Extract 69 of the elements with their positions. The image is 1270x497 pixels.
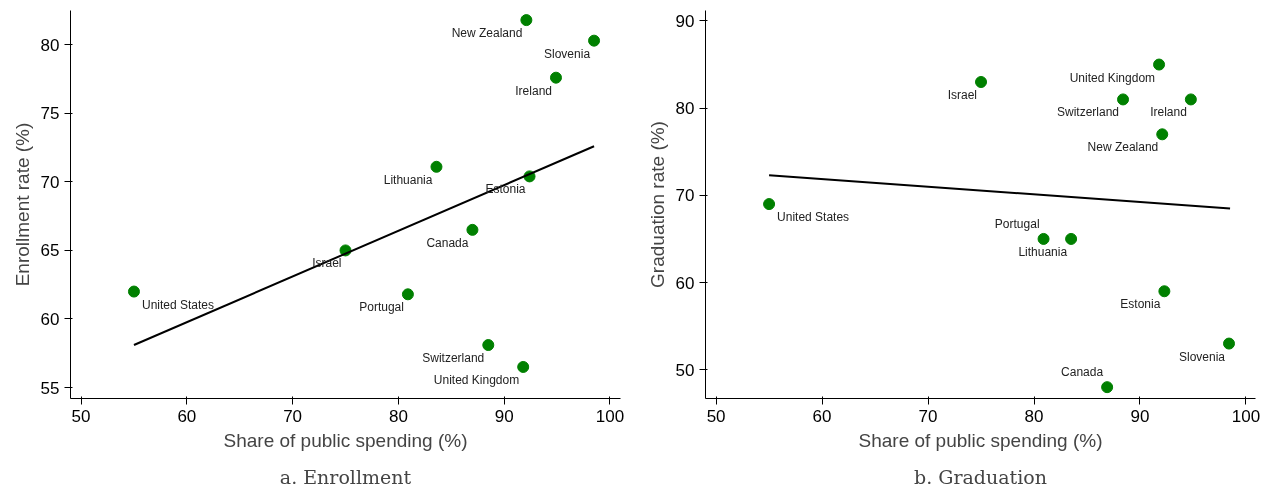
y-axis-title: Enrollment rate (%): [11, 122, 33, 287]
x-axis-title: Share of public spending (%): [858, 429, 1103, 451]
point: [430, 160, 443, 173]
point: [1184, 93, 1197, 106]
annotation: Switzerland: [422, 351, 485, 366]
annotation: Canada: [1061, 365, 1104, 380]
point: [1101, 381, 1114, 394]
x-tick-label: 90: [494, 406, 514, 426]
annotation: Canada: [426, 235, 469, 250]
point: [127, 285, 140, 298]
y-tick-label: 70: [40, 172, 60, 192]
annotation: United Kingdom: [433, 372, 520, 387]
point: [517, 360, 530, 373]
point: [763, 198, 776, 211]
x-tick-label: 60: [812, 406, 832, 426]
y-tick-label: 90: [675, 11, 695, 31]
x-tick-label: 80: [1024, 406, 1044, 426]
x-tick-label: 70: [283, 406, 303, 426]
y-tick-label: 75: [40, 104, 60, 124]
point: [482, 339, 495, 352]
y-tick-label: 50: [675, 360, 695, 380]
point: [549, 71, 562, 84]
point: [1156, 128, 1169, 141]
point: [1153, 58, 1166, 71]
annotation: Portugal: [994, 216, 1040, 231]
annotation: Portugal: [359, 300, 404, 315]
x-tick-label: 60: [177, 406, 197, 426]
x-tick-label: 70: [918, 406, 938, 426]
point: [1117, 93, 1130, 106]
annotation: Ireland: [1150, 105, 1187, 120]
annotation: United Kingdom: [1069, 70, 1156, 85]
text: b. Graduation: [914, 465, 1047, 488]
annotation: United States: [141, 297, 215, 312]
annotation: Slovenia: [544, 46, 591, 61]
point: [401, 288, 414, 301]
y-tick-label: 80: [40, 35, 60, 55]
y-tick-label: 60: [675, 273, 695, 293]
x-tick-label: 80: [388, 406, 408, 426]
x-tick-label: 50: [71, 406, 91, 426]
annotation: Estonia: [1120, 297, 1161, 312]
point: [975, 76, 988, 88]
x-axis-title: Share of public spending (%): [223, 429, 468, 451]
y-tick-label: 65: [40, 241, 60, 261]
y-tick-label: 80: [675, 99, 695, 119]
x-tick-label: 100: [595, 406, 625, 426]
annotation: Lithuania: [1018, 244, 1068, 259]
y-tick-label: 55: [40, 378, 60, 398]
annotation: Switzerland: [1057, 105, 1120, 120]
x-tick-label: 100: [1231, 406, 1261, 426]
x-tick-label: 90: [1130, 406, 1150, 426]
point: [588, 34, 601, 47]
annotation: Israel: [947, 88, 978, 102]
annotation: Ireland: [515, 83, 552, 98]
annotation: New Zealand: [451, 26, 523, 41]
y-axis-title: Graduation rate (%): [646, 121, 668, 288]
y-tick-label: 70: [675, 186, 695, 206]
annotation: Slovenia: [1178, 349, 1226, 364]
point: [1223, 337, 1236, 350]
point: [1037, 232, 1050, 245]
point: [1065, 232, 1078, 245]
annotation: New Zealand: [1087, 140, 1159, 155]
point: [1158, 285, 1171, 298]
annotation: Lithuania: [383, 172, 433, 187]
point: [466, 223, 479, 236]
y-tick-label: 60: [40, 309, 60, 329]
annotation: United States: [777, 210, 850, 225]
x-tick-label: 50: [706, 406, 726, 426]
text: a. Enrollment: [279, 465, 412, 488]
point: [520, 14, 533, 27]
